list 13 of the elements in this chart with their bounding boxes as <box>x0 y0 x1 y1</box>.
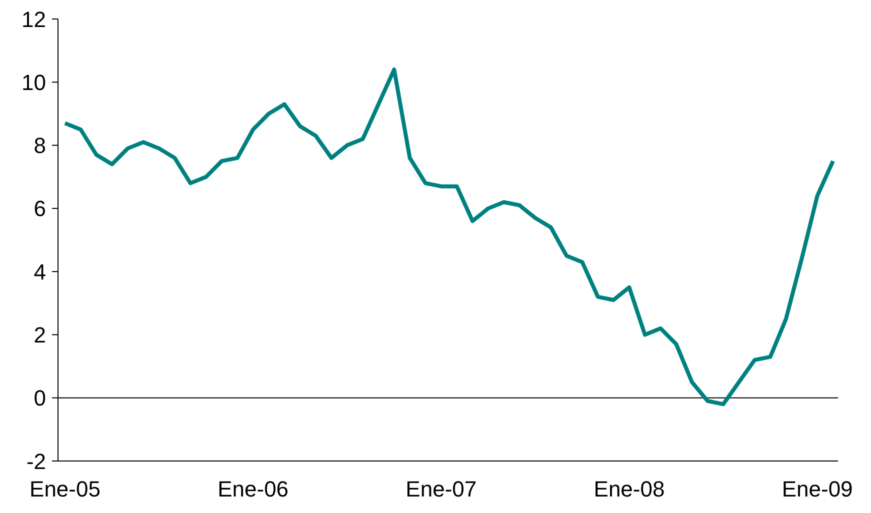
y-tick-label: 4 <box>34 259 46 284</box>
x-tick-label: Ene-09 <box>782 476 853 502</box>
y-tick-label: 6 <box>34 196 46 222</box>
y-tick-label: 0 <box>34 386 46 411</box>
x-tick-label: Ene-05 <box>30 476 100 502</box>
y-tick-label: 12 <box>22 6 46 32</box>
y-tick-label: 8 <box>34 133 46 158</box>
x-tick-label: Ene-08 <box>594 476 665 502</box>
y-tick-label: 10 <box>22 70 46 95</box>
y-tick-label: 2 <box>34 322 46 348</box>
x-tick-label: Ene-07 <box>406 476 477 502</box>
x-tick-label: Ene-06 <box>218 476 289 502</box>
y-tick-label: -2 <box>26 448 46 474</box>
